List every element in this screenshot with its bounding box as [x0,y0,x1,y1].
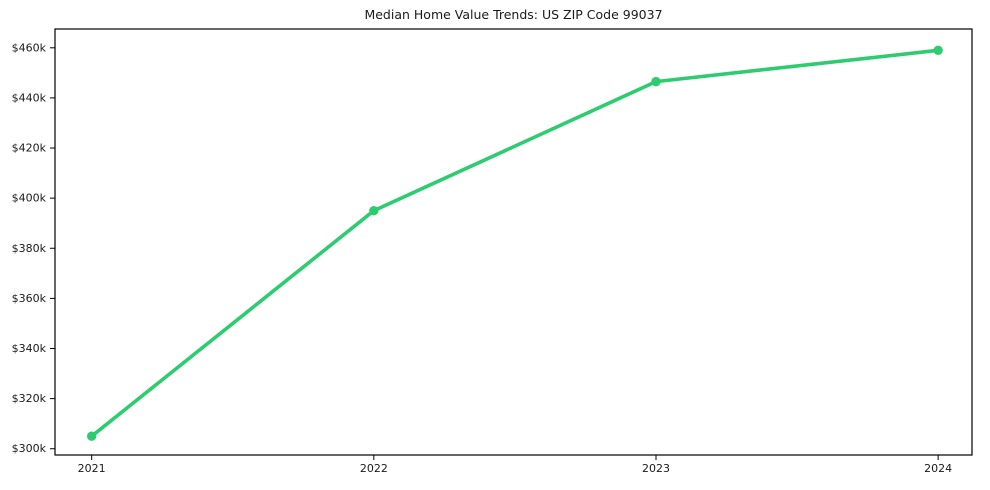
x-tick-label: 2024 [924,462,952,475]
y-tick-label: $340k [12,342,47,355]
data-point-marker [369,205,379,216]
x-tick-label: 2023 [642,462,670,475]
chart-title: Median Home Value Trends: US ZIP Code 99… [364,7,663,22]
y-tick-label: $420k [12,142,47,155]
trend-line [89,48,940,439]
data-point-marker [651,76,661,87]
plot-border [54,28,973,456]
y-tick-label: $400k [12,192,47,205]
y-tick-label: $320k [12,392,47,405]
y-tick-label: $460k [12,41,47,54]
x-tick-label: 2021 [78,462,106,475]
y-tick-label: $300k [12,442,47,455]
data-point-marker [86,431,97,441]
y-tick-label: $380k [12,242,47,255]
y-tick-label: $440k [12,91,47,104]
data-point-marker [933,45,943,55]
x-tick-label: 2022 [360,462,388,475]
y-tick-label: $360k [12,292,47,305]
